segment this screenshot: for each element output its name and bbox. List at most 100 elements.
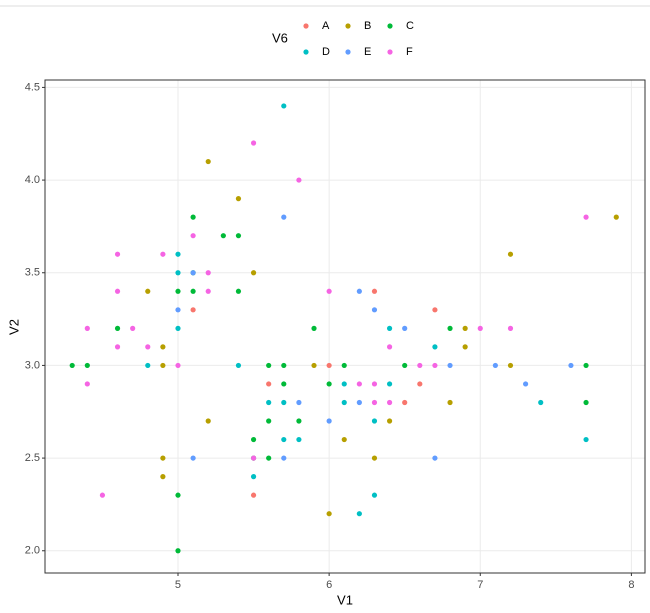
point: [235, 196, 242, 202]
point: [371, 492, 378, 498]
point: [371, 381, 378, 387]
point: [145, 362, 151, 369]
point: [281, 103, 287, 109]
point: [432, 344, 438, 350]
legend-title: V6: [272, 30, 288, 45]
point: [296, 177, 302, 183]
y-axis-title: V2: [6, 319, 21, 335]
y-tick-label: 2.0: [25, 545, 40, 557]
point: [145, 344, 151, 350]
point: [235, 362, 242, 369]
point: [296, 436, 302, 443]
legend-key: [387, 23, 393, 29]
point: [190, 270, 196, 276]
point: [99, 492, 106, 498]
point: [114, 251, 121, 257]
point: [175, 548, 181, 554]
point: [235, 233, 242, 239]
point: [371, 455, 378, 461]
point: [205, 158, 211, 165]
point: [160, 251, 166, 257]
point: [175, 307, 181, 313]
point: [507, 362, 514, 369]
plot-background: [45, 80, 645, 573]
legend-key: [345, 23, 351, 29]
point: [402, 362, 408, 369]
point: [160, 474, 166, 480]
point: [417, 362, 423, 369]
point: [447, 325, 453, 331]
point: [417, 381, 423, 387]
x-tick-label: 7: [477, 579, 483, 591]
point: [296, 418, 302, 424]
point: [326, 362, 332, 369]
point: [356, 288, 362, 294]
point: [341, 436, 347, 443]
x-axis-title: V1: [337, 592, 353, 607]
legend-label: A: [322, 20, 330, 32]
point: [386, 325, 393, 331]
legend-label: C: [406, 20, 414, 32]
point: [432, 455, 438, 461]
point: [69, 362, 75, 369]
point: [114, 344, 121, 350]
point: [84, 362, 90, 369]
point: [175, 325, 181, 331]
point: [432, 362, 438, 369]
point: [462, 325, 468, 331]
point: [356, 511, 362, 517]
point: [462, 344, 468, 350]
point: [583, 362, 589, 369]
point: [235, 288, 242, 294]
point: [266, 455, 272, 461]
point: [205, 418, 211, 424]
point: [326, 511, 332, 517]
point: [175, 362, 181, 369]
point: [84, 325, 90, 331]
y-tick-label: 4.0: [25, 174, 40, 186]
legend-key: [303, 49, 309, 55]
point: [175, 492, 181, 498]
y-tick-label: 4.5: [25, 81, 40, 93]
point: [145, 288, 151, 294]
point: [341, 399, 347, 406]
point: [281, 455, 287, 461]
point: [402, 399, 408, 406]
x-tick-label: 5: [175, 579, 181, 591]
point: [386, 344, 393, 350]
point: [341, 381, 347, 387]
point: [266, 362, 272, 369]
point: [477, 325, 483, 331]
point: [266, 418, 272, 424]
point: [507, 325, 514, 331]
point: [583, 214, 589, 220]
point: [447, 399, 453, 406]
point: [432, 307, 438, 313]
legend-label: B: [364, 20, 371, 32]
point: [220, 233, 226, 239]
point: [250, 492, 257, 498]
point: [311, 325, 317, 331]
point: [386, 381, 393, 387]
point: [538, 399, 544, 406]
point: [190, 455, 196, 461]
point: [160, 455, 166, 461]
point: [326, 381, 332, 387]
point: [281, 214, 287, 220]
point: [281, 381, 287, 387]
point: [311, 362, 317, 369]
legend-key: [345, 49, 351, 55]
point: [583, 399, 589, 406]
legend-label: E: [364, 46, 371, 58]
point: [386, 399, 393, 406]
point: [266, 399, 272, 406]
point: [356, 399, 362, 406]
point: [296, 399, 302, 406]
point: [326, 288, 332, 294]
point: [114, 288, 121, 294]
point: [175, 288, 181, 294]
point: [266, 381, 272, 387]
legend-key: [303, 23, 309, 29]
y-tick-label: 2.5: [25, 452, 40, 464]
point: [371, 307, 378, 313]
